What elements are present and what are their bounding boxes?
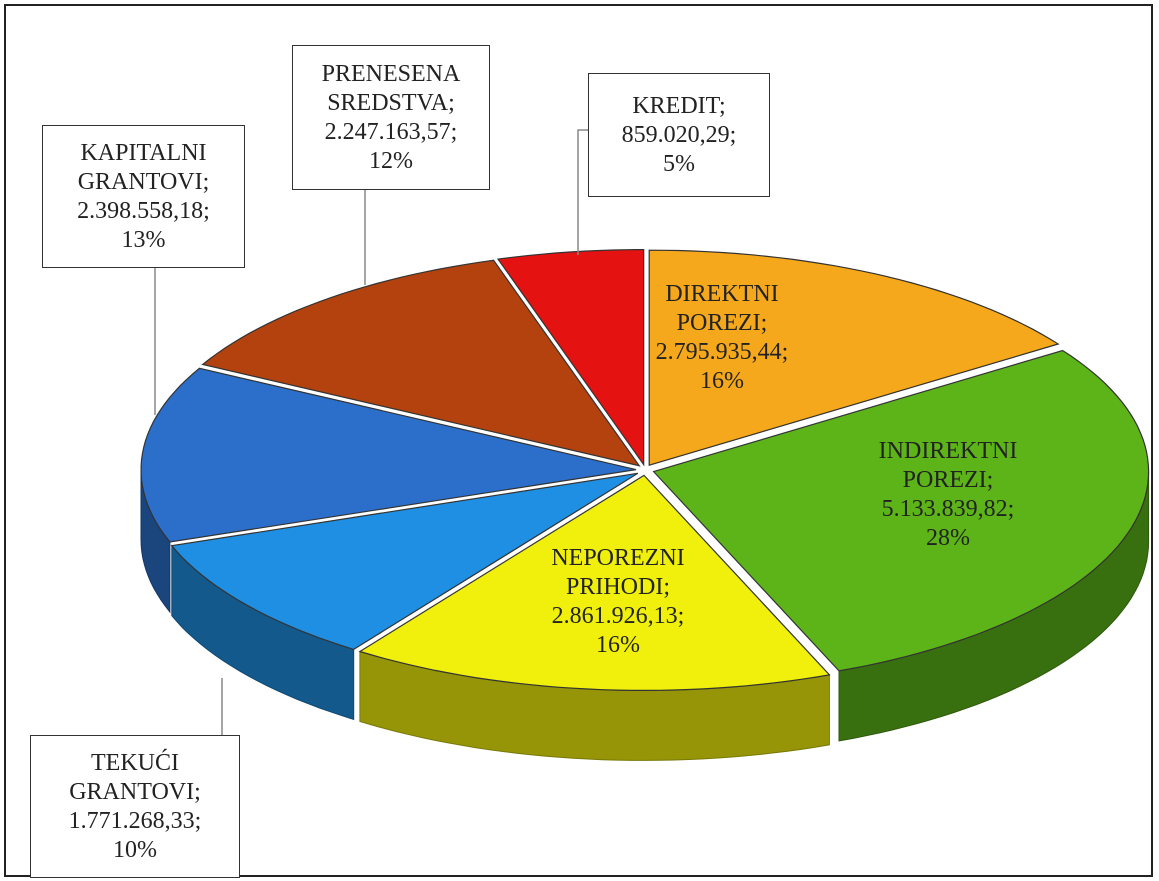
percentage-label: 28% — [926, 525, 970, 551]
separator: ; — [760, 310, 768, 336]
slice — [496, 248, 645, 467]
separator: ; — [986, 467, 994, 493]
value-label: 2.398.558,18 — [77, 197, 204, 224]
label-value-line: 2.398.558,18; — [49, 197, 238, 226]
label-name-line: NEPOREZNI PRIHODI; — [518, 544, 718, 602]
separator: ; — [1007, 496, 1015, 522]
value-label: 2.795.935,44 — [655, 339, 782, 365]
separator: ; — [663, 574, 670, 600]
label-value-line: 5.133.839,82; — [848, 495, 1048, 524]
chart-frame — [4, 4, 1153, 877]
label-value-line: 2.795.935,44; — [637, 338, 807, 367]
label-percent-line: 13% — [49, 226, 238, 255]
separator: ; — [729, 121, 737, 148]
data-label: PRENESENA SREDSTVA; 2.247.163,57; 12% — [292, 45, 490, 190]
label-name-line: INDIREKTNI POREZI; — [848, 437, 1048, 495]
label-name-line: PRENESENA SREDSTVA; — [299, 60, 483, 118]
data-label: KREDIT; 859.020,29; 5% — [588, 73, 770, 197]
data-label: INDIREKTNI POREZI; 5.133.839,82; 28% — [848, 437, 1048, 553]
separator: ; — [781, 339, 789, 365]
percentage-label: 10% — [113, 836, 157, 863]
data-label: TEKUĆI GRANTOVI; 1.771.268,33; 10% — [30, 735, 240, 878]
percentage-label: 16% — [596, 632, 640, 658]
separator: ; — [677, 603, 685, 629]
label-percent-line: 10% — [37, 836, 233, 865]
slice — [648, 249, 1060, 467]
slice — [140, 367, 637, 543]
value-label: 2.247.163,57 — [324, 118, 451, 145]
pie-tops — [140, 248, 1150, 691]
label-name-line: KREDIT; — [595, 92, 763, 121]
percentage-label: 12% — [369, 147, 413, 174]
separator: ; — [202, 168, 210, 195]
category-name: DIREKTNI POREZI — [665, 281, 779, 336]
pie-sides — [140, 469, 1150, 761]
value-label: 859.020,29 — [621, 121, 730, 148]
category-name: PRENESENA SREDSTVA — [321, 60, 461, 116]
data-label: DIREKTNI POREZI; 2.795.935,44; 16% — [637, 280, 807, 396]
label-value-line: 859.020,29; — [595, 121, 763, 150]
label-name-line: DIREKTNI POREZI; — [637, 280, 807, 338]
data-label: NEPOREZNI PRIHODI; 2.861.926,13; 16% — [518, 544, 718, 660]
value-label: 1.771.268,33 — [68, 807, 195, 834]
value-label: 5.133.839,82 — [881, 496, 1008, 522]
slice — [170, 472, 639, 651]
label-name-line: TEKUĆI GRANTOVI; — [37, 749, 233, 807]
label-value-line: 2.247.163,57; — [299, 118, 483, 147]
slice — [358, 474, 831, 691]
category-name: TEKUĆI GRANTOVI — [69, 749, 195, 805]
label-percent-line: 5% — [595, 150, 763, 179]
category-name: INDIREKTNI POREZI — [878, 438, 1018, 493]
data-label: KAPITALNI GRANTOVI; 2.398.558,18; 13% — [42, 125, 245, 268]
label-value-line: 2.861.926,13; — [518, 602, 718, 631]
separator: ; — [719, 92, 726, 119]
category-name: KAPITALNI GRANTOVI — [77, 139, 207, 195]
slice — [652, 349, 1150, 672]
separator: ; — [194, 778, 201, 805]
leader-line — [577, 129, 588, 255]
percentage-label: 16% — [700, 368, 744, 394]
label-percent-line: 28% — [848, 524, 1048, 553]
separator: ; — [448, 89, 455, 116]
label-percent-line: 16% — [637, 367, 807, 396]
separator: ; — [450, 118, 458, 145]
separator: ; — [203, 197, 210, 224]
percentage-label: 5% — [663, 150, 695, 177]
category-name: NEPOREZNI PRIHODI — [551, 545, 685, 600]
label-percent-line: 12% — [299, 147, 483, 176]
category-name: KREDIT — [632, 92, 719, 119]
separator: ; — [194, 807, 202, 834]
slice — [201, 259, 641, 467]
label-name-line: KAPITALNI GRANTOVI; — [49, 139, 238, 197]
value-label: 2.861.926,13 — [551, 603, 678, 629]
label-value-line: 1.771.268,33; — [37, 807, 233, 836]
label-percent-line: 16% — [518, 631, 718, 660]
percentage-label: 13% — [121, 226, 166, 253]
